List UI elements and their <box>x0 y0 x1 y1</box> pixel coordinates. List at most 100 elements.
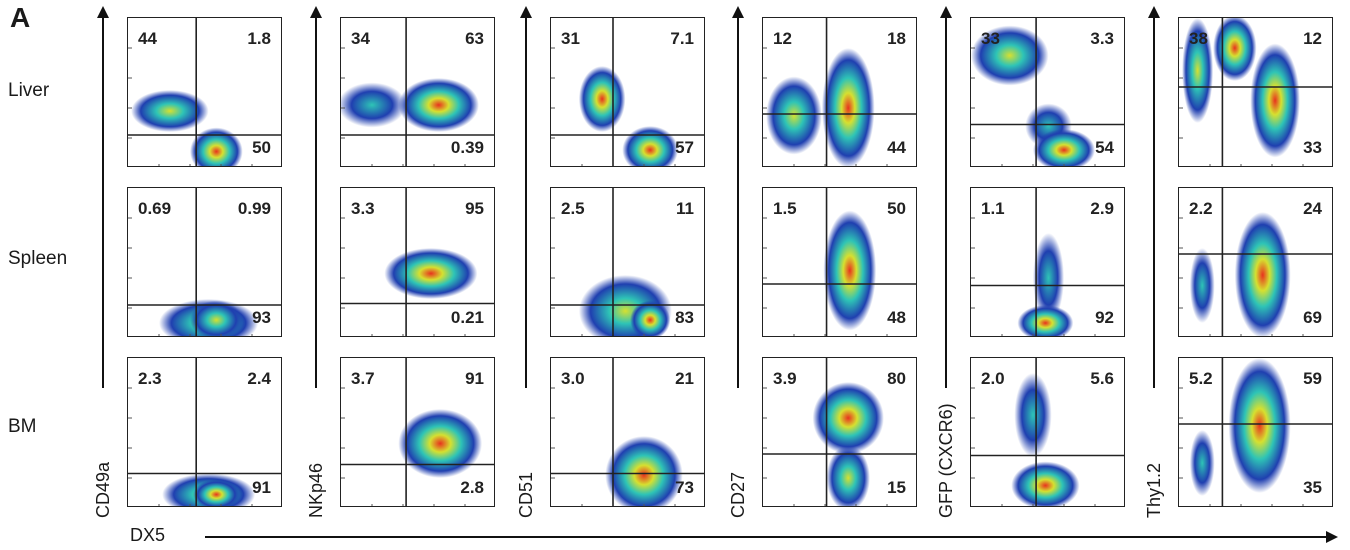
quadrant-value-top-left: 38 <box>1189 29 1208 48</box>
density-cluster <box>766 76 822 155</box>
quadrant-value-top-right: 95 <box>465 199 484 218</box>
y-axis-marker-label: NKp46 <box>306 462 326 518</box>
quadrant-value-top-right: 59 <box>1303 369 1322 388</box>
x-axis-label: DX5 <box>130 525 166 545</box>
quadrant-value-top-left: 34 <box>351 29 370 48</box>
density-plot: 3.0 21 73 <box>550 357 705 507</box>
density-plot: 3.7 91 2.8 <box>340 357 495 507</box>
row-label-liver: Liver <box>8 80 50 101</box>
quadrant-value-top-right: 80 <box>887 369 906 388</box>
quadrant-value-bottom-right: 0.21 <box>450 308 484 327</box>
quadrant-value-top-left: 12 <box>773 29 792 48</box>
density-cluster <box>826 445 870 506</box>
quadrant-value-bottom-right: 15 <box>887 478 906 497</box>
quadrant-value-bottom-right: 91 <box>252 478 271 497</box>
density-cluster <box>1228 358 1291 493</box>
quadrant-value-top-right: 1.8 <box>247 29 271 48</box>
density-plot: 1.1 2.9 92 <box>970 187 1125 337</box>
density-cluster <box>341 82 407 128</box>
panel-letter: A <box>10 2 31 33</box>
quadrant-value-top-right: 11 <box>676 199 694 218</box>
quadrant-value-top-left: 2.0 <box>981 369 1005 388</box>
quadrant-value-top-right: 5.6 <box>1090 369 1114 388</box>
quadrant-value-top-right: 50 <box>887 199 906 218</box>
quadrant-value-bottom-right: 44 <box>887 138 906 157</box>
quadrant-value-bottom-right: 83 <box>675 308 694 327</box>
quadrant-value-top-left: 2.2 <box>1189 199 1213 218</box>
quadrant-value-top-right: 12 <box>1303 29 1322 48</box>
density-cluster <box>1182 18 1214 123</box>
quadrant-value-bottom-right: 35 <box>1303 478 1322 497</box>
density-plot: 31 7.1 57 <box>550 17 705 167</box>
y-axis-marker-label: CD49a <box>93 461 113 518</box>
density-cluster <box>622 126 679 166</box>
density-cluster <box>131 90 209 132</box>
quadrant-value-bottom-right: 0.39 <box>450 138 484 157</box>
quadrant-value-top-left: 3.9 <box>773 369 797 388</box>
density-cluster <box>190 127 243 166</box>
density-cluster <box>812 382 884 454</box>
density-cluster <box>193 479 240 506</box>
row-label-bm: BM <box>8 416 37 437</box>
row-label-spleen: Spleen <box>8 248 68 269</box>
density-plot: 2.5 11 83 <box>550 187 705 337</box>
density-plot: 12 18 44 <box>762 17 917 167</box>
y-axis-marker-label: Thy1.2 <box>1144 462 1164 518</box>
quadrant-value-top-right: 2.9 <box>1090 199 1114 218</box>
quadrant-value-bottom-right: 50 <box>252 138 271 157</box>
quadrant-value-top-right: 3.3 <box>1090 29 1114 48</box>
density-cluster <box>578 66 626 132</box>
density-cluster <box>384 248 478 299</box>
quadrant-value-top-right: 24 <box>1303 199 1322 218</box>
y-axis-marker-label: CD27 <box>728 471 748 518</box>
quadrant-value-bottom-right: 54 <box>1095 138 1114 157</box>
density-cluster <box>1189 248 1215 323</box>
density-cluster <box>823 210 877 331</box>
density-plot: 44 1.8 50 <box>127 17 282 167</box>
density-cluster <box>1033 129 1095 166</box>
quadrant-value-bottom-right: 69 <box>1303 308 1322 327</box>
density-plot: 33 3.3 54 <box>970 17 1125 167</box>
quadrant-value-top-right: 63 <box>465 29 484 48</box>
quadrant-value-top-left: 3.0 <box>561 369 585 388</box>
quadrant-value-top-right: 2.4 <box>247 369 271 388</box>
density-cluster <box>190 300 243 336</box>
y-axis-marker-label: GFP (CXCR6) <box>936 403 956 518</box>
quadrant-value-top-left: 3.7 <box>351 369 375 388</box>
density-plot: 1.5 50 48 <box>762 187 917 337</box>
quadrant-value-bottom-right: 48 <box>887 308 906 327</box>
quadrant-value-top-left: 44 <box>138 29 157 48</box>
density-cluster <box>398 409 483 478</box>
density-cluster <box>1250 43 1300 158</box>
density-plot: 5.2 59 35 <box>1178 357 1333 507</box>
y-axis-marker-label: CD51 <box>516 471 536 518</box>
quadrant-value-top-left: 1.1 <box>981 199 1005 218</box>
density-cluster <box>398 78 479 132</box>
quadrant-value-top-left: 0.69 <box>138 199 172 218</box>
density-cluster <box>821 48 875 166</box>
density-plot: 0.69 0.99 93 <box>127 187 282 337</box>
quadrant-value-bottom-right: 57 <box>675 138 694 157</box>
density-cluster <box>1011 461 1080 506</box>
density-cluster <box>605 436 683 506</box>
quadrant-value-bottom-right: 93 <box>252 308 271 327</box>
density-plot: 2.0 5.6 <box>970 357 1125 507</box>
density-cluster <box>630 300 671 336</box>
quadrant-value-top-left: 5.2 <box>1189 369 1213 388</box>
quadrant-value-top-left: 31 <box>561 29 580 48</box>
density-cluster <box>1014 373 1052 457</box>
density-plot: 2.2 24 69 <box>1178 187 1333 337</box>
quadrant-value-top-left: 3.3 <box>351 199 375 218</box>
quadrant-value-bottom-right: 92 <box>1095 308 1114 327</box>
quadrant-value-top-right: 7.1 <box>670 29 694 48</box>
density-cluster <box>1033 233 1064 323</box>
density-plot: 3.3 95 0.21 <box>340 187 495 337</box>
quadrant-value-top-left: 1.5 <box>773 199 797 218</box>
quadrant-value-bottom-right: 2.8 <box>460 478 484 497</box>
quadrant-value-bottom-right: 33 <box>1303 138 1322 157</box>
quadrant-value-top-left: 2.3 <box>138 369 162 388</box>
quadrant-value-top-right: 21 <box>675 369 694 388</box>
density-cluster <box>971 25 1049 86</box>
